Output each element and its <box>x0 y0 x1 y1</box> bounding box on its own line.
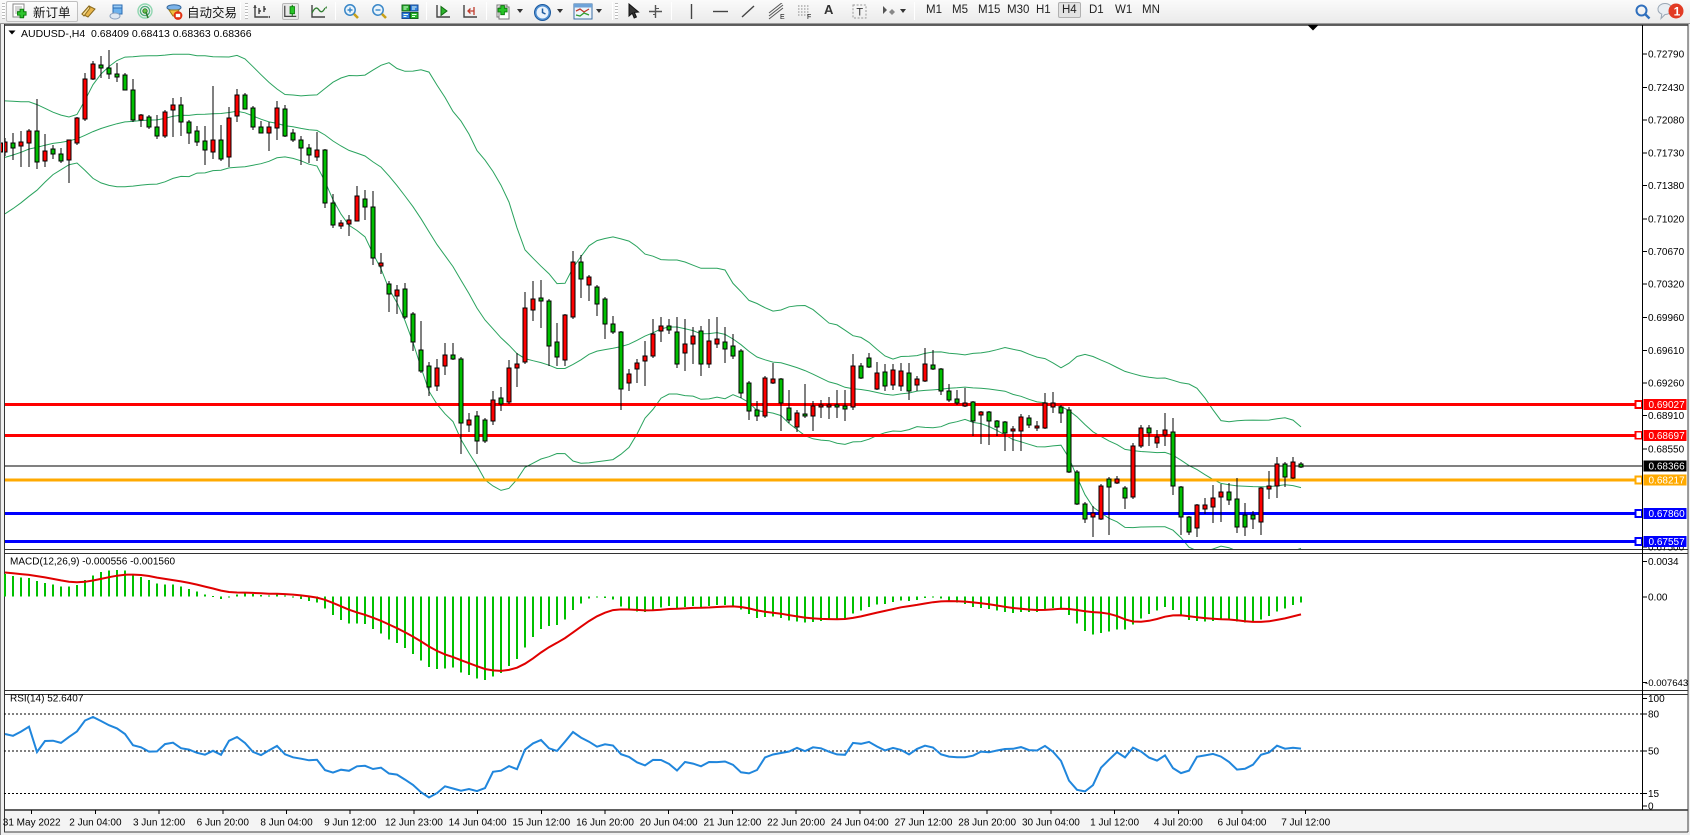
svg-text:22 Jun 20:00: 22 Jun 20:00 <box>767 818 825 829</box>
svg-text:0.71730: 0.71730 <box>1648 148 1685 159</box>
svg-text:31 May 2022: 31 May 2022 <box>3 818 61 829</box>
svg-text:28 Jun 20:00: 28 Jun 20:00 <box>958 818 1016 829</box>
svg-text:0.0034: 0.0034 <box>1648 557 1679 568</box>
svg-text:9 Jun 12:00: 9 Jun 12:00 <box>324 818 377 829</box>
svg-text:15: 15 <box>1648 789 1660 800</box>
svg-text:30 Jun 04:00: 30 Jun 04:00 <box>1022 818 1080 829</box>
svg-text:2 Jun 04:00: 2 Jun 04:00 <box>69 818 122 829</box>
svg-text:0.70670: 0.70670 <box>1648 247 1685 258</box>
svg-text:1 Jul 12:00: 1 Jul 12:00 <box>1090 818 1139 829</box>
svg-text:0.69610: 0.69610 <box>1648 346 1685 357</box>
svg-text:RSI(14) 52.6407: RSI(14) 52.6407 <box>10 694 84 705</box>
svg-text:24 Jun 04:00: 24 Jun 04:00 <box>831 818 889 829</box>
svg-text:0.70320: 0.70320 <box>1648 280 1685 291</box>
svg-text:14 Jun 04:00: 14 Jun 04:00 <box>449 818 507 829</box>
svg-text:0.69260: 0.69260 <box>1648 378 1685 389</box>
svg-text:0.69960: 0.69960 <box>1648 313 1685 324</box>
svg-text:0.72080: 0.72080 <box>1648 116 1685 127</box>
svg-text:0.69027: 0.69027 <box>1649 400 1686 411</box>
svg-text:3 Jun 12:00: 3 Jun 12:00 <box>133 818 186 829</box>
svg-text:6 Jul 04:00: 6 Jul 04:00 <box>1218 818 1267 829</box>
svg-text:0.71020: 0.71020 <box>1648 214 1685 225</box>
svg-text:0.67557: 0.67557 <box>1649 537 1686 548</box>
svg-text:E: E <box>780 14 785 20</box>
svg-text:15 Jun 12:00: 15 Jun 12:00 <box>512 818 570 829</box>
svg-text:T: T <box>856 7 863 19</box>
svg-text:0.00: 0.00 <box>1648 593 1668 604</box>
svg-text:0.68217: 0.68217 <box>1649 476 1686 487</box>
svg-text:0.67500: 0.67500 <box>1648 542 1685 553</box>
svg-text:4 Jul 20:00: 4 Jul 20:00 <box>1154 818 1203 829</box>
svg-text:7 Jul 12:00: 7 Jul 12:00 <box>1281 818 1330 829</box>
svg-text:6 Jun 20:00: 6 Jun 20:00 <box>197 818 250 829</box>
svg-text:21 Jun 12:00: 21 Jun 12:00 <box>703 818 761 829</box>
svg-text:0.68366: 0.68366 <box>1649 462 1686 473</box>
svg-text:0.71380: 0.71380 <box>1648 181 1685 192</box>
svg-text:0.72430: 0.72430 <box>1648 83 1685 94</box>
svg-text:27 Jun 12:00: 27 Jun 12:00 <box>895 818 953 829</box>
svg-text:0.67860: 0.67860 <box>1649 509 1686 520</box>
svg-text:12 Jun 23:00: 12 Jun 23:00 <box>385 818 443 829</box>
svg-text:1: 1 <box>1674 4 1681 18</box>
svg-text:AUDUSD-,H4 0.68409 0.68413 0.: AUDUSD-,H4 0.68409 0.68413 0.68363 0.683… <box>21 28 252 40</box>
svg-text:20 Jun 04:00: 20 Jun 04:00 <box>640 818 698 829</box>
svg-text:16 Jun 20:00: 16 Jun 20:00 <box>576 818 634 829</box>
svg-text:50: 50 <box>1648 747 1660 758</box>
svg-text:-0.007643: -0.007643 <box>1645 678 1688 689</box>
svg-text:0: 0 <box>1648 802 1654 813</box>
svg-text:MACD(12,26,9) -0.000556 -0.001: MACD(12,26,9) -0.000556 -0.001560 <box>10 557 176 568</box>
svg-text:100: 100 <box>1648 694 1665 705</box>
svg-text:0.68550: 0.68550 <box>1648 445 1685 456</box>
svg-text:80: 80 <box>1648 710 1660 721</box>
svg-text:0.72790: 0.72790 <box>1648 50 1685 61</box>
svg-text:F: F <box>807 14 811 20</box>
svg-text:0.68697: 0.68697 <box>1649 431 1686 442</box>
svg-text:0.68910: 0.68910 <box>1648 411 1685 422</box>
svg-text:8 Jun 04:00: 8 Jun 04:00 <box>260 818 313 829</box>
